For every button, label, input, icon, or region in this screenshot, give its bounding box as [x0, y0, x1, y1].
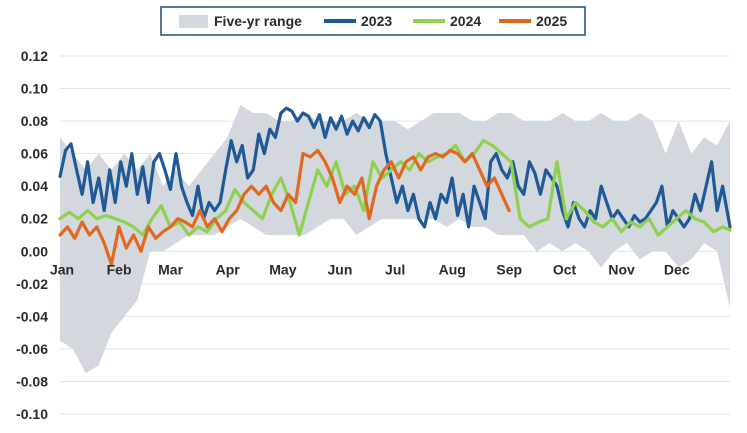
legend-swatch-range [179, 15, 208, 28]
legend-label-3: 2025 [536, 13, 567, 29]
x-tick-label-jun: Jun [327, 261, 352, 277]
legend-label-0: Five-yr range [214, 13, 302, 29]
x-axis: Jan Feb Mar Apr May Jun Jul Aug Sep Oct Nov Dec [50, 261, 690, 277]
x-tick-label-jul: Jul [385, 261, 405, 277]
x-tick-label-oct: Oct [553, 261, 577, 277]
y-tick-label: 0.06 [21, 146, 48, 162]
y-axis: 0.12 0.10 0.08 0.06 0.04 0.02 0.00 -0.02 -0.04 -0… [16, 48, 48, 422]
y-tick-label: -0.08 [16, 373, 48, 389]
y-tick-label: 0.10 [21, 81, 48, 97]
x-tick-label-mar: Mar [158, 261, 183, 277]
series-line-2023 [58, 106, 732, 229]
y-tick-label: -0.02 [16, 276, 48, 292]
y-tick-label: 0.02 [21, 211, 48, 227]
legend-label-2: 2024 [450, 13, 481, 29]
x-tick-label-apr: Apr [216, 261, 241, 277]
x-tick-label-feb: Feb [107, 261, 132, 277]
legend-label-1: 2023 [361, 13, 392, 29]
series-layer [58, 106, 732, 266]
x-tick-label-may: May [269, 261, 296, 277]
five-yr-range-layer [60, 104, 730, 374]
x-tick-label-sep: Sep [496, 261, 522, 277]
x-tick-label-aug: Aug [439, 261, 466, 277]
y-tick-label: -0.10 [16, 406, 48, 422]
y-tick-label: 0.12 [21, 48, 48, 64]
x-tick-label-jan: Jan [50, 261, 74, 277]
y-tick-label: 0.00 [21, 243, 48, 259]
five-yr-range-band [60, 104, 730, 374]
x-tick-label-dec: Dec [664, 261, 690, 277]
series-line-2025 [58, 148, 511, 266]
x-tick-label-nov: Nov [608, 261, 635, 277]
y-tick-label: 0.04 [21, 178, 48, 194]
y-tick-label: -0.06 [16, 341, 48, 357]
legend: Five-yr range 2023 2024 2025 [160, 6, 586, 36]
y-tick-label: 0.08 [21, 113, 48, 129]
y-tick-label: -0.04 [16, 308, 48, 324]
